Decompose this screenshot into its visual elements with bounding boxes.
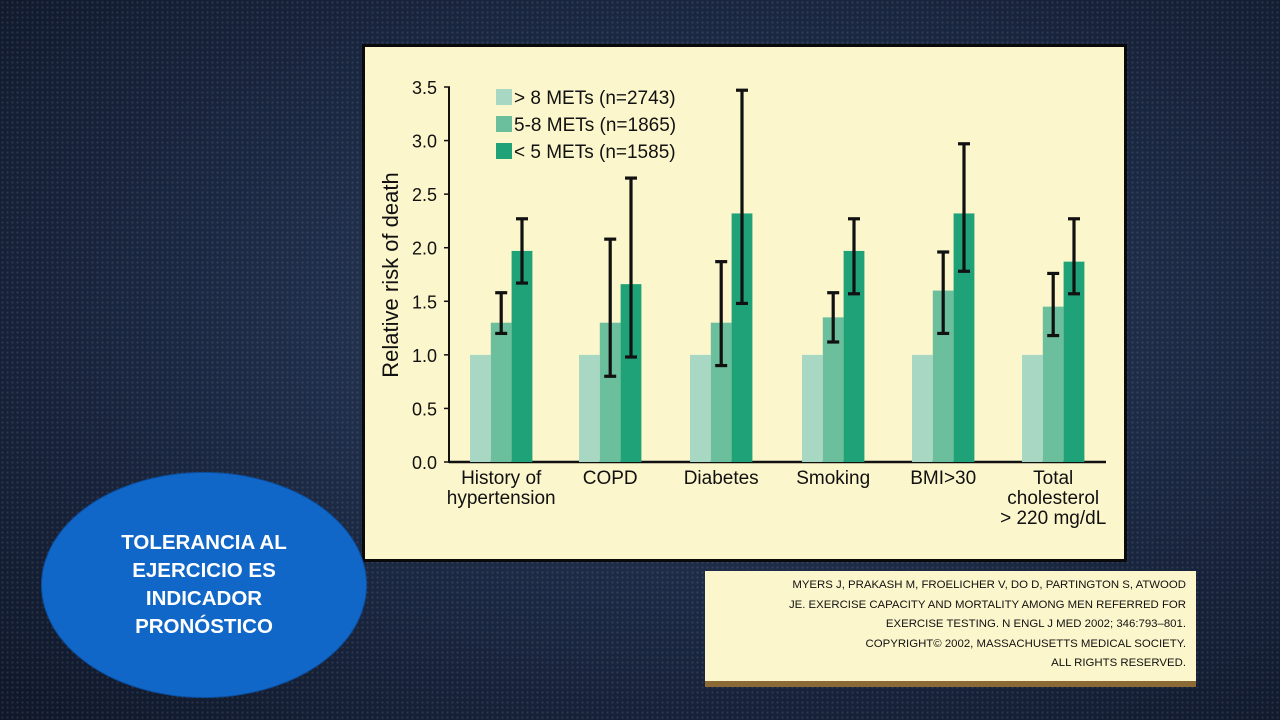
x-category-label: COPD xyxy=(583,468,638,489)
bar-2 xyxy=(822,317,844,462)
y-tick-label: 3.0 xyxy=(412,132,437,152)
x-category-label: hypertension xyxy=(447,488,556,509)
legend-label: > 8 METs (n=2743) xyxy=(514,88,676,109)
chart-frame: 0.0 0.5 1.0 1.5 2.0 2.5 3.0 3.5 Relative risk of… xyxy=(362,44,1127,562)
bar-3 xyxy=(620,284,642,462)
bar-1 xyxy=(579,354,600,462)
x-category-label: cholesterol xyxy=(1007,488,1099,509)
bar-1 xyxy=(470,354,491,462)
x-category-label: Smoking xyxy=(796,468,870,489)
bar-3 xyxy=(731,213,753,462)
y-tick-label: 1.0 xyxy=(412,346,437,366)
oval-text-line: INDICADOR xyxy=(145,587,263,610)
oval-text-line: TOLERANCIA AL xyxy=(121,531,287,554)
y-tick-label: 2.0 xyxy=(412,239,437,259)
y-tick-label: 0.0 xyxy=(412,453,437,473)
bar-3 xyxy=(1063,261,1085,462)
x-category-label: > 220 mg/dL xyxy=(1000,508,1106,529)
citation-line: ALL RIGHTS RESERVED. xyxy=(1051,657,1186,670)
y-tick-label: 1.5 xyxy=(412,292,437,312)
legend-label: < 5 METs (n=1585) xyxy=(514,142,676,163)
x-category-label: Diabetes xyxy=(684,468,759,489)
bar-1 xyxy=(690,354,711,462)
citation-line: JE. EXERCISE CAPACITY AND MORTALITY AMON… xyxy=(788,598,1186,611)
x-category-label: Total xyxy=(1033,468,1073,489)
legend-label: 5-8 METs (n=1865) xyxy=(514,115,676,136)
bar-3 xyxy=(511,250,533,462)
citation-line: COPYRIGHT© 2002, MASSACHUSETTS MEDICAL S… xyxy=(865,637,1186,650)
bar-3 xyxy=(843,250,865,462)
y-tick-label: 2.5 xyxy=(412,185,437,205)
bar-2 xyxy=(710,322,732,462)
x-category-label: History of xyxy=(461,468,542,489)
y-axis-title: Relative risk of death xyxy=(378,172,403,377)
y-tick-label: 0.5 xyxy=(412,399,437,419)
oval-text-line: EJERCICIO ES xyxy=(132,559,276,582)
citation-line: EXERCISE TESTING. N ENGL J MED 2002; 346… xyxy=(885,618,1186,631)
bar-3 xyxy=(953,213,975,462)
bar-2 xyxy=(599,322,621,462)
bar-2 xyxy=(490,322,512,462)
citation-box: MYERS J, PRAKASH M, FROELICHER V, DO D, … xyxy=(705,571,1196,687)
bar-1 xyxy=(1022,354,1043,462)
bar-2 xyxy=(1042,306,1064,462)
legend-swatch xyxy=(496,116,512,132)
oval-text-line: PRONÓSTICO xyxy=(135,615,273,638)
legend-swatch xyxy=(496,89,512,105)
bar-1 xyxy=(912,354,933,462)
bar-1 xyxy=(802,354,823,462)
bar-chart: 0.0 0.5 1.0 1.5 2.0 2.5 3.0 3.5 Relative risk of… xyxy=(378,78,1106,529)
x-category-label: BMI>30 xyxy=(910,468,976,489)
legend-swatch xyxy=(496,143,512,159)
prognostic-oval: TOLERANCIA AL EJERCICIO ES INDICADOR PRO… xyxy=(41,472,367,698)
y-tick-label: 3.5 xyxy=(412,78,437,98)
citation-line: MYERS J, PRAKASH M, FROELICHER V, DO D, … xyxy=(792,579,1186,591)
